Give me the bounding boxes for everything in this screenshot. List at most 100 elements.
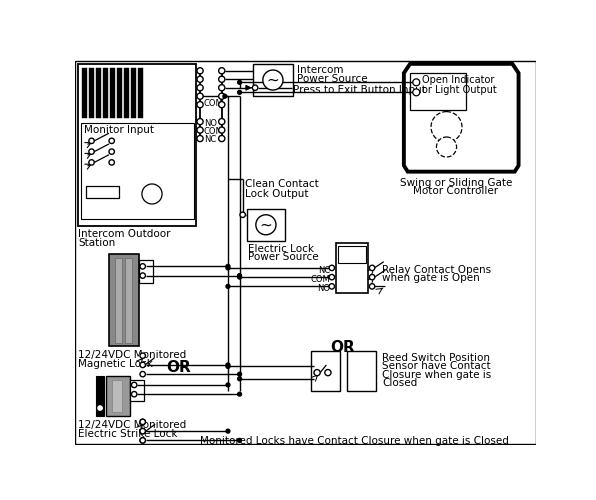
Circle shape: [219, 136, 225, 141]
Circle shape: [226, 264, 230, 268]
Circle shape: [140, 428, 145, 434]
Circle shape: [197, 68, 203, 74]
Text: Power Source: Power Source: [297, 74, 368, 84]
Circle shape: [219, 102, 225, 107]
Bar: [79, 64, 196, 226]
Text: COM: COM: [204, 127, 224, 136]
Text: Open Indicator: Open Indicator: [423, 74, 495, 85]
Text: Motor Controller: Motor Controller: [413, 186, 498, 196]
Text: NO: NO: [317, 284, 330, 293]
Circle shape: [197, 93, 203, 100]
Bar: [247, 208, 285, 241]
Text: or Light Output: or Light Output: [423, 86, 497, 96]
Circle shape: [436, 137, 457, 157]
Circle shape: [329, 265, 334, 270]
Text: Lock Output: Lock Output: [245, 188, 309, 198]
Circle shape: [226, 429, 230, 433]
Circle shape: [140, 362, 145, 368]
Circle shape: [142, 184, 162, 204]
Text: Station: Station: [79, 238, 116, 248]
Circle shape: [219, 68, 225, 74]
Text: NC: NC: [318, 266, 330, 274]
Circle shape: [197, 102, 203, 107]
Text: Intercom: Intercom: [297, 66, 343, 76]
Bar: [125, 258, 132, 342]
Bar: [82, 68, 87, 117]
Text: Reed Switch Position: Reed Switch Position: [382, 352, 490, 362]
Circle shape: [325, 370, 331, 376]
Bar: [311, 351, 340, 391]
Text: NC: NC: [204, 136, 216, 144]
Circle shape: [263, 70, 283, 90]
Text: OR: OR: [166, 360, 191, 376]
Circle shape: [256, 215, 276, 235]
Bar: [346, 351, 376, 391]
Circle shape: [109, 160, 114, 165]
Text: Sensor have Contact: Sensor have Contact: [382, 361, 491, 371]
Circle shape: [329, 274, 334, 280]
Text: Electric Strike Lock: Electric Strike Lock: [79, 429, 178, 439]
Text: Monitored Locks have Contact Closure when gate is Closed: Monitored Locks have Contact Closure whe…: [200, 436, 509, 446]
Text: COM: COM: [311, 275, 330, 284]
Bar: [80, 123, 194, 220]
Circle shape: [329, 284, 334, 289]
Text: COM: COM: [204, 98, 224, 108]
Bar: [124, 68, 129, 117]
Circle shape: [370, 265, 375, 270]
Text: Swing or Sliding Gate: Swing or Sliding Gate: [400, 178, 513, 188]
Circle shape: [219, 84, 225, 91]
Bar: [110, 68, 115, 117]
Circle shape: [89, 138, 94, 143]
Circle shape: [413, 89, 420, 96]
Circle shape: [238, 438, 241, 442]
Circle shape: [240, 212, 246, 218]
Bar: [336, 244, 368, 294]
Text: Relay Contact Opens: Relay Contact Opens: [382, 265, 491, 275]
Circle shape: [109, 149, 114, 154]
Circle shape: [140, 372, 145, 377]
Bar: [117, 68, 122, 117]
Circle shape: [132, 392, 137, 397]
Bar: [103, 68, 108, 117]
Bar: [105, 376, 131, 416]
Bar: [89, 68, 94, 117]
Circle shape: [140, 438, 145, 443]
Text: ~: ~: [259, 218, 272, 232]
Text: 12/24VDC Monitored: 12/24VDC Monitored: [79, 420, 187, 430]
Circle shape: [109, 138, 114, 143]
Circle shape: [197, 136, 203, 141]
Circle shape: [89, 160, 94, 165]
Text: NO: NO: [204, 118, 217, 128]
Text: Monitor Input: Monitor Input: [84, 126, 154, 136]
Text: OR: OR: [330, 340, 355, 354]
Circle shape: [219, 93, 225, 100]
Circle shape: [140, 419, 145, 424]
Bar: [86, 186, 119, 198]
Text: Electric Lock: Electric Lock: [248, 244, 314, 254]
Circle shape: [370, 274, 375, 280]
Circle shape: [132, 382, 137, 388]
Bar: [131, 68, 136, 117]
Circle shape: [197, 118, 203, 124]
Bar: [96, 376, 104, 416]
Circle shape: [140, 353, 145, 358]
Bar: [110, 254, 139, 346]
Circle shape: [226, 284, 230, 288]
Circle shape: [89, 149, 94, 154]
Bar: [138, 68, 142, 117]
Text: ~: ~: [266, 72, 280, 88]
Circle shape: [238, 274, 241, 278]
Circle shape: [431, 112, 462, 142]
Circle shape: [197, 76, 203, 82]
Text: Magnetic Lock: Magnetic Lock: [79, 359, 153, 369]
Circle shape: [238, 80, 241, 84]
Bar: [111, 380, 122, 412]
Circle shape: [140, 273, 145, 278]
Text: Press to Exit Button Input: Press to Exit Button Input: [293, 84, 426, 94]
Text: when gate is Open: when gate is Open: [382, 274, 480, 283]
Bar: [410, 73, 466, 110]
Circle shape: [97, 404, 104, 411]
Circle shape: [140, 419, 145, 424]
Text: Closure when gate is: Closure when gate is: [382, 370, 492, 380]
Circle shape: [252, 85, 258, 90]
